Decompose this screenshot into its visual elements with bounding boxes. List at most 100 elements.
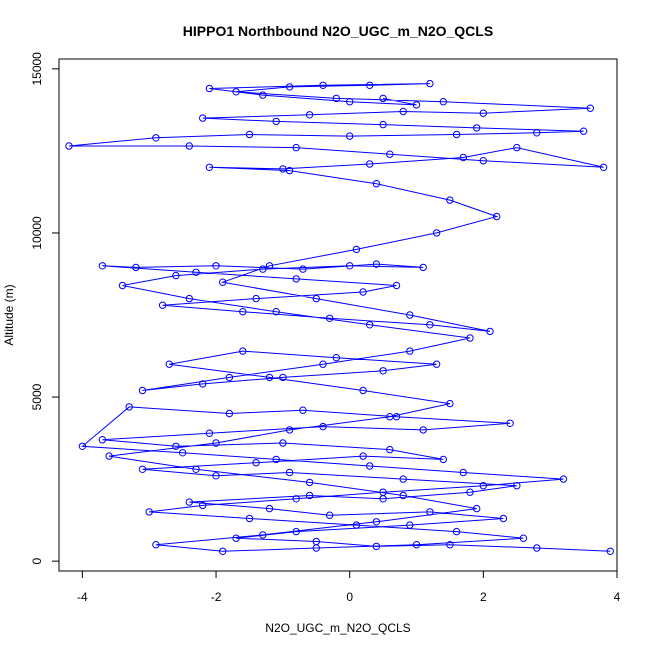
- data-point: [212, 262, 220, 270]
- data-point: [299, 265, 307, 273]
- data-point: [285, 83, 294, 91]
- data-point: [259, 265, 267, 273]
- data-point: [446, 541, 454, 549]
- data-point: [366, 462, 374, 470]
- data-point: [452, 527, 461, 536]
- data-point: [486, 327, 494, 336]
- data-point: [359, 386, 367, 395]
- data-point: [366, 81, 374, 90]
- data-point: [446, 196, 454, 204]
- data-point: [586, 104, 594, 112]
- data-point: [239, 308, 247, 316]
- data-point: [579, 127, 588, 135]
- data-point: [212, 472, 220, 480]
- data-point: [252, 294, 260, 303]
- data-point: [292, 143, 300, 152]
- data-point: [386, 413, 394, 421]
- data-point: [118, 281, 127, 290]
- data-point: [145, 508, 153, 516]
- data-point: [332, 354, 340, 362]
- data-point: [185, 294, 194, 303]
- data-point: [225, 373, 234, 382]
- data-point: [285, 426, 294, 434]
- data-point: [412, 541, 421, 549]
- data-point: [426, 508, 434, 516]
- data-point: [426, 321, 434, 329]
- data-point: [199, 501, 207, 510]
- data-point: [386, 445, 394, 454]
- data-point: [359, 452, 367, 460]
- data-point: [172, 271, 180, 280]
- data-point: [98, 262, 107, 270]
- data-point: [292, 275, 300, 283]
- data-point: [152, 541, 160, 549]
- data-point: [78, 442, 87, 450]
- data-point: [406, 521, 414, 529]
- data-point: [285, 468, 294, 477]
- data-point: [533, 544, 541, 552]
- data-point: [513, 482, 521, 490]
- data-point: [259, 531, 267, 539]
- data-point: [372, 518, 381, 526]
- y-axis-label: Altitude (m): [2, 284, 16, 345]
- data-point: [98, 436, 107, 444]
- data-point: [279, 373, 287, 382]
- data-point: [446, 399, 454, 408]
- data-point: [185, 142, 194, 150]
- data-point: [152, 134, 160, 142]
- x-tick-label: 0: [346, 590, 353, 604]
- data-point: [439, 98, 447, 106]
- data-point: [319, 422, 327, 431]
- data-point: [219, 547, 227, 555]
- data-point: [466, 488, 474, 496]
- data-point: [205, 84, 214, 93]
- data-point: [279, 439, 287, 447]
- data-point: [346, 262, 354, 270]
- data-point: [372, 180, 381, 188]
- data-point: [452, 130, 461, 139]
- data-point: [479, 109, 487, 117]
- data-point: [325, 314, 334, 322]
- data-point: [319, 81, 327, 90]
- data-point: [559, 475, 568, 483]
- data-point: [272, 117, 280, 126]
- data-point: [412, 101, 421, 109]
- data-point: [406, 347, 414, 355]
- data-point: [325, 511, 334, 519]
- data-point: [352, 245, 361, 254]
- data-point: [606, 547, 614, 555]
- data-point: [299, 406, 307, 414]
- data-point: [379, 94, 387, 103]
- data-point: [205, 163, 214, 172]
- chart-title: HIPPO1 Northbound N2O_UGC_m_N2O_QCLS: [183, 23, 493, 39]
- data-point: [199, 114, 207, 122]
- y-tick-label: 15000: [30, 52, 44, 86]
- data-point: [479, 482, 487, 490]
- x-tick-label: -2: [211, 590, 222, 604]
- data-point: [459, 153, 467, 162]
- y-tick-label: 5000: [30, 383, 44, 410]
- series-0: [65, 79, 614, 555]
- data-point: [366, 160, 374, 168]
- data-point: [105, 452, 113, 460]
- y-tick-label: 10000: [30, 216, 44, 250]
- data-point: [172, 442, 180, 450]
- data-point: [192, 465, 200, 473]
- data-point: [245, 130, 254, 139]
- data-point: [319, 360, 327, 368]
- data-point: [232, 534, 240, 542]
- data-point: [519, 534, 528, 542]
- data-point: [185, 498, 194, 506]
- data-point: [392, 281, 401, 290]
- data-point: [359, 288, 367, 296]
- data-point: [132, 263, 140, 272]
- plot-area-frame: [58, 58, 618, 572]
- x-tick-label: -4: [77, 590, 88, 604]
- data-point: [352, 521, 361, 529]
- data-point: [245, 514, 254, 523]
- data-point: [272, 455, 280, 464]
- data-point: [205, 429, 214, 437]
- data-point: [399, 491, 407, 500]
- data-point: [346, 132, 354, 140]
